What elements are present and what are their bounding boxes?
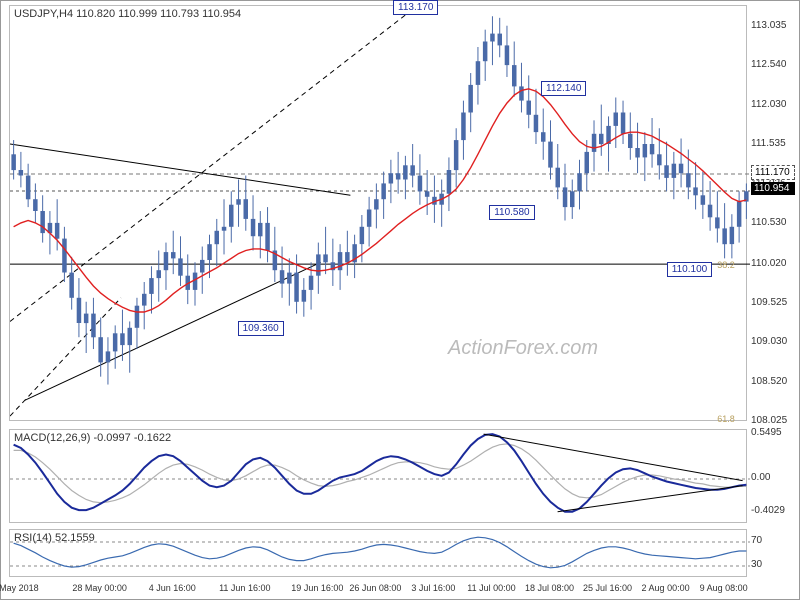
price-yaxis: 108.025108.520109.030109.525110.020110.5… bbox=[751, 5, 795, 421]
chart-container: USDJPY,H4 110.820 110.999 110.793 110.95… bbox=[0, 0, 800, 600]
x-tick: 4 Jun 16:00 bbox=[149, 583, 196, 593]
x-tick: 25 Jul 16:00 bbox=[583, 583, 632, 593]
x-axis: 18 May 201828 May 00:004 Jun 16:0011 Jun… bbox=[9, 583, 747, 597]
price-annotation: 110.100 bbox=[667, 262, 712, 277]
fib-label: 61.8 bbox=[717, 414, 735, 424]
price-annotation: 109.360 bbox=[238, 321, 284, 336]
x-tick: 18 Jul 08:00 bbox=[525, 583, 574, 593]
x-tick: 26 Jun 08:00 bbox=[349, 583, 401, 593]
x-tick: 3 Jul 16:00 bbox=[411, 583, 455, 593]
x-tick: 28 May 00:00 bbox=[72, 583, 127, 593]
macd-panel: MACD(12,26,9) -0.0997 -0.1622 bbox=[9, 429, 747, 523]
macd-ytick: 0.00 bbox=[751, 472, 795, 483]
rsi-ytick: 30 bbox=[751, 559, 795, 570]
x-tick: 9 Aug 08:00 bbox=[700, 583, 748, 593]
price-ytick: 112.540 bbox=[751, 59, 795, 70]
price-ytick: 110.530 bbox=[751, 217, 795, 228]
fib-label: 38.2 bbox=[717, 260, 735, 270]
macd-yaxis: -0.4029 0.00 0.5495 bbox=[751, 429, 795, 523]
x-tick: 19 Jun 16:00 bbox=[291, 583, 343, 593]
macd-svg bbox=[10, 430, 750, 524]
price-ytick: 111.535 bbox=[751, 138, 795, 149]
price-annotation: 112.140 bbox=[541, 81, 586, 96]
price-annotation: 110.580 bbox=[489, 205, 534, 220]
price-annotation: 113.170 bbox=[393, 0, 438, 15]
rsi-svg bbox=[10, 530, 750, 578]
x-tick: 18 May 2018 bbox=[0, 583, 39, 593]
current-price-box: 110.954 bbox=[751, 182, 795, 195]
macd-ytick: -0.4029 bbox=[751, 505, 795, 516]
price-svg bbox=[10, 6, 750, 422]
price-ytick: 113.035 bbox=[751, 20, 795, 31]
rsi-yaxis: 30 70 bbox=[751, 529, 795, 577]
x-tick: 11 Jul 00:00 bbox=[467, 583, 515, 593]
rsi-ytick: 70 bbox=[751, 535, 795, 546]
price-ytick: 108.520 bbox=[751, 376, 795, 387]
x-tick: 11 Jun 16:00 bbox=[219, 583, 270, 593]
symbol-title: USDJPY,H4 110.820 110.999 110.793 110.95… bbox=[14, 8, 241, 20]
price-ytick: 109.525 bbox=[751, 297, 795, 308]
hline-price-box: 111.170 bbox=[751, 165, 795, 180]
rsi-title: RSI(14) 52.1559 bbox=[14, 532, 95, 544]
macd-title: MACD(12,26,9) -0.0997 -0.1622 bbox=[14, 432, 171, 444]
price-ytick: 108.025 bbox=[751, 415, 795, 426]
price-ytick: 110.020 bbox=[751, 258, 795, 269]
x-tick: 2 Aug 00:00 bbox=[642, 583, 690, 593]
price-ytick: 109.030 bbox=[751, 336, 795, 347]
rsi-panel: RSI(14) 52.1559 bbox=[9, 529, 747, 577]
price-panel: USDJPY,H4 110.820 110.999 110.793 110.95… bbox=[9, 5, 747, 421]
macd-ytick: 0.5495 bbox=[751, 427, 795, 438]
price-ytick: 112.030 bbox=[751, 99, 795, 110]
